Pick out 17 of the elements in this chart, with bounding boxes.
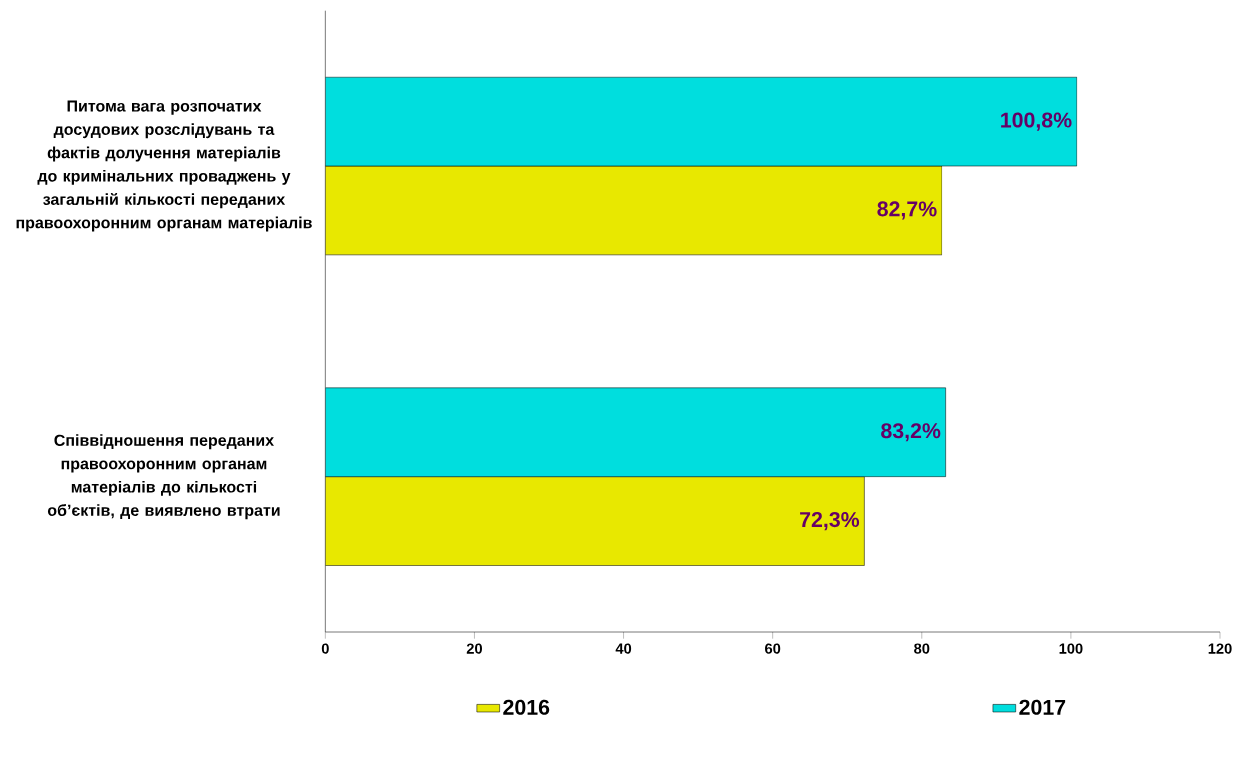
x-tick-label: 0: [321, 643, 329, 654]
y-tick-label: Питома вага розпочатих досудових розслідувань та фактів долучення матеріалів до кримінальних проваджень у загальній кількості переданих правоохоронним органам матеріалів: [16, 100, 312, 232]
x-tick-label: 40: [615, 643, 632, 654]
bar: [325, 165, 943, 256]
bar: [325, 476, 865, 566]
legend-label: 2017: [1019, 699, 1066, 715]
legend-label: 2016: [503, 699, 550, 715]
data-label: 82,7%: [877, 201, 937, 220]
y-tick-label: Співвідношення переданих правоохоронним органам матеріалів до кількості об’єктів, де виявлено втрати: [47, 434, 280, 520]
data-label: 83,2%: [881, 423, 941, 442]
x-tick-label: 20: [466, 643, 482, 654]
data-label: 72,3%: [800, 512, 860, 531]
x-tick-label: 80: [914, 643, 930, 654]
x-tick-label: 120: [1208, 643, 1232, 654]
data-label: 100,8%: [1001, 112, 1072, 131]
x-tick-label: 100: [1059, 643, 1083, 654]
x-tick-label: 60: [765, 643, 781, 654]
